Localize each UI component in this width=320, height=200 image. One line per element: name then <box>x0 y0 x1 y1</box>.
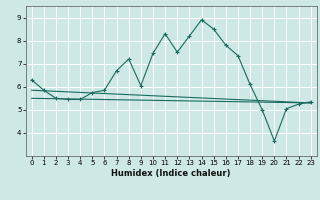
X-axis label: Humidex (Indice chaleur): Humidex (Indice chaleur) <box>111 169 231 178</box>
